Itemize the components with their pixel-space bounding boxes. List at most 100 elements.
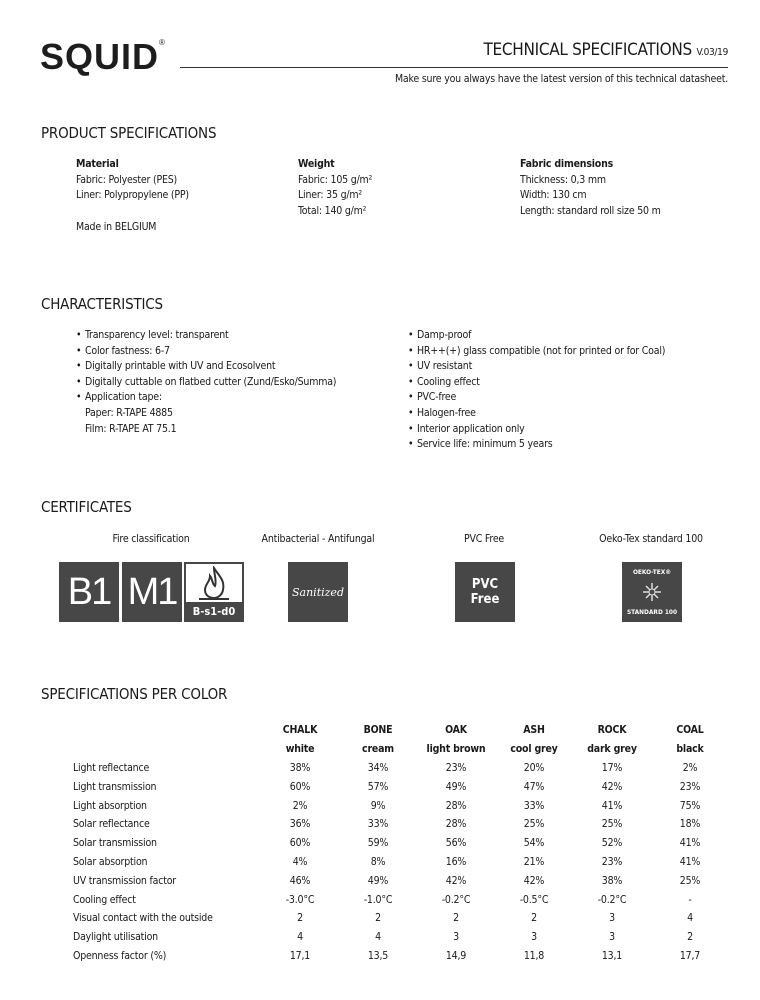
- cell-value: -0.5°C: [519, 893, 549, 906]
- table-row: Visual contact with the outside 2 2 2 2 3 4: [66, 909, 729, 928]
- cell-value: 2: [687, 931, 693, 944]
- cell-value: -3.0°C: [285, 893, 315, 906]
- row-label: Light reflectance: [73, 761, 150, 774]
- row-label: Light absorption: [73, 799, 147, 812]
- cell-value: 38%: [289, 761, 311, 774]
- cell-value: 2%: [292, 799, 308, 812]
- sanitized-badge: Sanitized: [288, 562, 348, 622]
- cell-value: 23%: [679, 780, 701, 793]
- cell-value: 25%: [601, 818, 623, 831]
- cell-value: 25%: [523, 818, 545, 831]
- cert-label-fire: Fire classification: [112, 533, 190, 545]
- column-desc: white: [285, 743, 315, 756]
- header-row: white cream light brown cool grey dark grey b…: [66, 740, 729, 759]
- cell-value: 41%: [679, 855, 701, 868]
- cell-value: -0.2°C: [441, 893, 471, 906]
- row-label: Cooling effect: [73, 893, 136, 906]
- certificates-heading: CERTIFICATES: [41, 498, 132, 516]
- color-spec-table: CHALK BONE OAK ASH ROCK COAL white cream light b…: [66, 721, 729, 965]
- cell-value: 3: [609, 931, 615, 944]
- cell-value: 2: [531, 912, 537, 925]
- list-item: Digitally cuttable on flatbed cutter (Zu…: [85, 375, 336, 391]
- cert-label-oekotex: Oeko-Tex standard 100: [599, 533, 703, 545]
- row-label: Solar reflectance: [73, 818, 150, 831]
- cell-value: 4%: [292, 855, 308, 868]
- row-label: Daylight utilisation: [73, 931, 158, 944]
- header-row: CHALK BONE OAK ASH ROCK COAL: [66, 721, 729, 740]
- cell-value: 42%: [601, 780, 623, 793]
- material-spec: Material Fabric: Polyester (PES) Liner: …: [76, 158, 189, 233]
- cell-value: 14,9: [445, 949, 467, 962]
- cell-value: 33%: [523, 799, 545, 812]
- list-item: Color fastness: 6-7: [85, 344, 336, 360]
- column-name: CHALK: [282, 724, 318, 737]
- cell-value: 18%: [679, 818, 701, 831]
- list-item: HR++(+) glass compatible (not for printe…: [417, 344, 665, 360]
- cell-value: 38%: [601, 874, 623, 887]
- cell-value: 28%: [445, 818, 467, 831]
- row-label: Openness factor (%): [73, 949, 167, 962]
- cell-value: 2: [297, 912, 303, 925]
- m1-badge: M1: [122, 562, 182, 622]
- tagline: Make sure you always have the latest ver…: [394, 73, 728, 85]
- cell-value: 9%: [370, 799, 386, 812]
- cell-value: 57%: [367, 780, 389, 793]
- cell-value: 8%: [370, 855, 386, 868]
- list-item: Damp-proof: [417, 328, 665, 344]
- product-specifications-heading: PRODUCT SPECIFICATIONS: [41, 124, 217, 142]
- list-item: Interior application only: [417, 422, 665, 438]
- cell-value: 4: [375, 931, 381, 944]
- pvc-free-badge: PVC Free: [455, 562, 515, 622]
- table-row: Light reflectance 38% 34% 23% 20% 17% 2%: [66, 759, 729, 778]
- column-desc: light brown: [426, 743, 486, 756]
- cell-value: 41%: [601, 799, 623, 812]
- cell-value: -1.0°C: [363, 893, 393, 906]
- cell-value: 41%: [679, 837, 701, 850]
- table-row: Daylight utilisation 4 4 3 3 3 2: [66, 928, 729, 947]
- cell-value: 17%: [601, 761, 623, 774]
- cell-value: 2: [375, 912, 381, 925]
- dimensions-spec: Fabric dimensions Thickness: 0,3 mm Widt…: [520, 158, 661, 217]
- cell-value: 3: [531, 931, 537, 944]
- cell-value: 75%: [679, 799, 701, 812]
- oekotex-badge: OEKO-TEX® STANDARD 100: [622, 562, 682, 622]
- table-row: UV transmission factor 46% 49% 42% 42% 38% 25%: [66, 871, 729, 890]
- list-item: Transparency level: transparent: [85, 328, 336, 344]
- characteristics-left: Transparency level: transparent Color fa…: [85, 328, 336, 437]
- table-row: Solar reflectance 36% 33% 28% 25% 25% 18%: [66, 815, 729, 834]
- characteristics-right: Damp-proof HR++(+) glass compatible (not…: [417, 328, 665, 453]
- column-desc: cool grey: [510, 743, 558, 756]
- list-item: Application tape:: [85, 390, 336, 406]
- squid-logo: SQUID®: [40, 36, 166, 77]
- cell-value: 47%: [523, 780, 545, 793]
- cell-value: 4: [297, 931, 303, 944]
- cell-value: -: [688, 893, 692, 906]
- list-item: PVC-free: [417, 390, 665, 406]
- column-desc: black: [676, 743, 704, 756]
- list-item: Halogen-free: [417, 406, 665, 422]
- characteristics-heading: CHARACTERISTICS: [41, 295, 163, 313]
- weight-spec: Weight Fabric: 105 g/m² Liner: 35 g/m² T…: [298, 158, 373, 217]
- row-label: Solar absorption: [73, 855, 148, 868]
- row-label: Solar transmission: [73, 837, 157, 850]
- cell-value: 49%: [445, 780, 467, 793]
- cell-value: 4: [687, 912, 693, 925]
- column-desc: cream: [362, 743, 394, 756]
- column-name: OAK: [445, 724, 467, 737]
- cert-label-antibacterial: Antibacterial - Antifungal: [261, 533, 375, 545]
- cell-value: 52%: [601, 837, 623, 850]
- cell-value: 60%: [289, 837, 311, 850]
- list-subitem: Film: R-TAPE AT 75.1: [85, 422, 177, 435]
- row-label: Light transmission: [73, 780, 157, 793]
- cell-value: 46%: [289, 874, 311, 887]
- cell-value: 3: [609, 912, 615, 925]
- table-row: Solar absorption 4% 8% 16% 21% 23% 41%: [66, 853, 729, 872]
- table-row: Light transmission 60% 57% 49% 47% 42% 23%: [66, 777, 729, 796]
- cell-value: 23%: [601, 855, 623, 868]
- flower-icon: [643, 583, 661, 601]
- column-name: ROCK: [597, 724, 627, 737]
- row-label: UV transmission factor: [73, 874, 176, 887]
- cell-value: 23%: [445, 761, 467, 774]
- table-row: Cooling effect -3.0°C -1.0°C -0.2°C -0.5°C -0…: [66, 890, 729, 909]
- cell-value: 25%: [679, 874, 701, 887]
